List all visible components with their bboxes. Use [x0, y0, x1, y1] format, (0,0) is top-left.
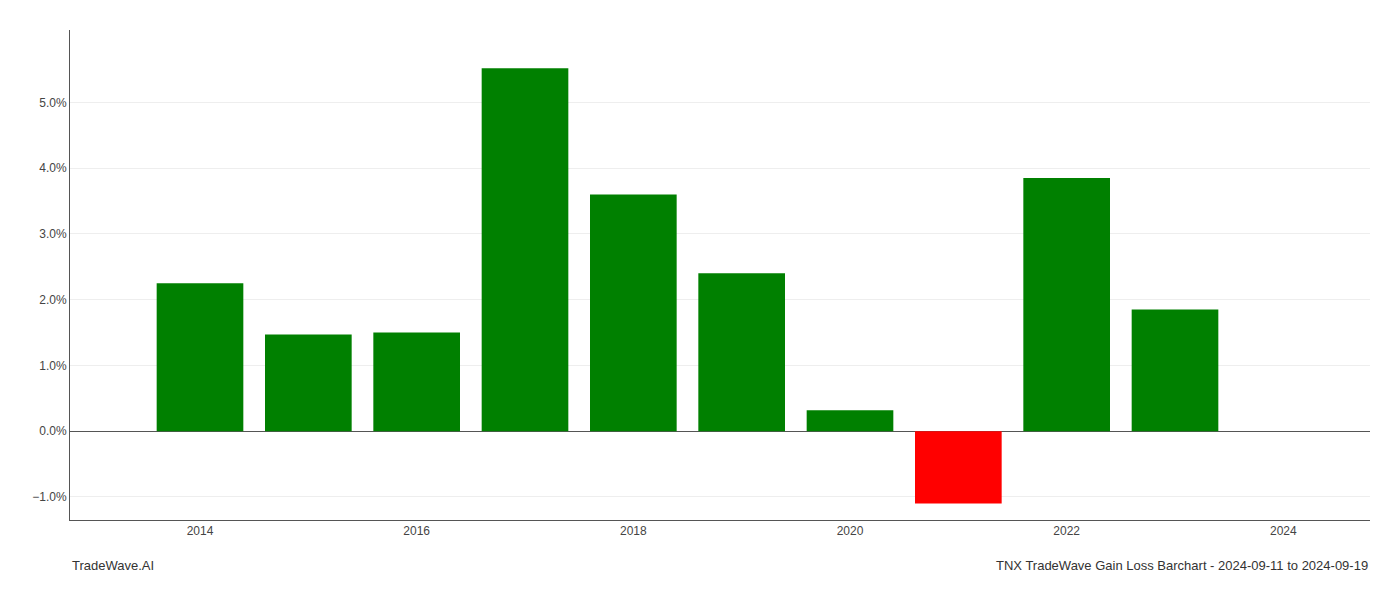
svg-text:2018: 2018 — [620, 524, 647, 538]
svg-text:1.0%: 1.0% — [39, 359, 67, 373]
svg-text:3.0%: 3.0% — [39, 227, 67, 241]
svg-text:TNX TradeWave Gain Loss Barcha: TNX TradeWave Gain Loss Barchart - 2024-… — [996, 558, 1368, 573]
svg-text:5.0%: 5.0% — [39, 96, 67, 110]
svg-text:2020: 2020 — [837, 524, 864, 538]
svg-text:0.0%: 0.0% — [39, 424, 67, 438]
svg-text:2024: 2024 — [1270, 524, 1297, 538]
svg-text:−1.0%: −1.0% — [32, 490, 67, 504]
svg-text:4.0%: 4.0% — [39, 161, 67, 175]
svg-text:2022: 2022 — [1053, 524, 1080, 538]
svg-text:TradeWave.AI: TradeWave.AI — [72, 558, 154, 573]
svg-text:2016: 2016 — [403, 524, 430, 538]
svg-text:2.0%: 2.0% — [39, 293, 67, 307]
svg-text:2014: 2014 — [187, 524, 214, 538]
